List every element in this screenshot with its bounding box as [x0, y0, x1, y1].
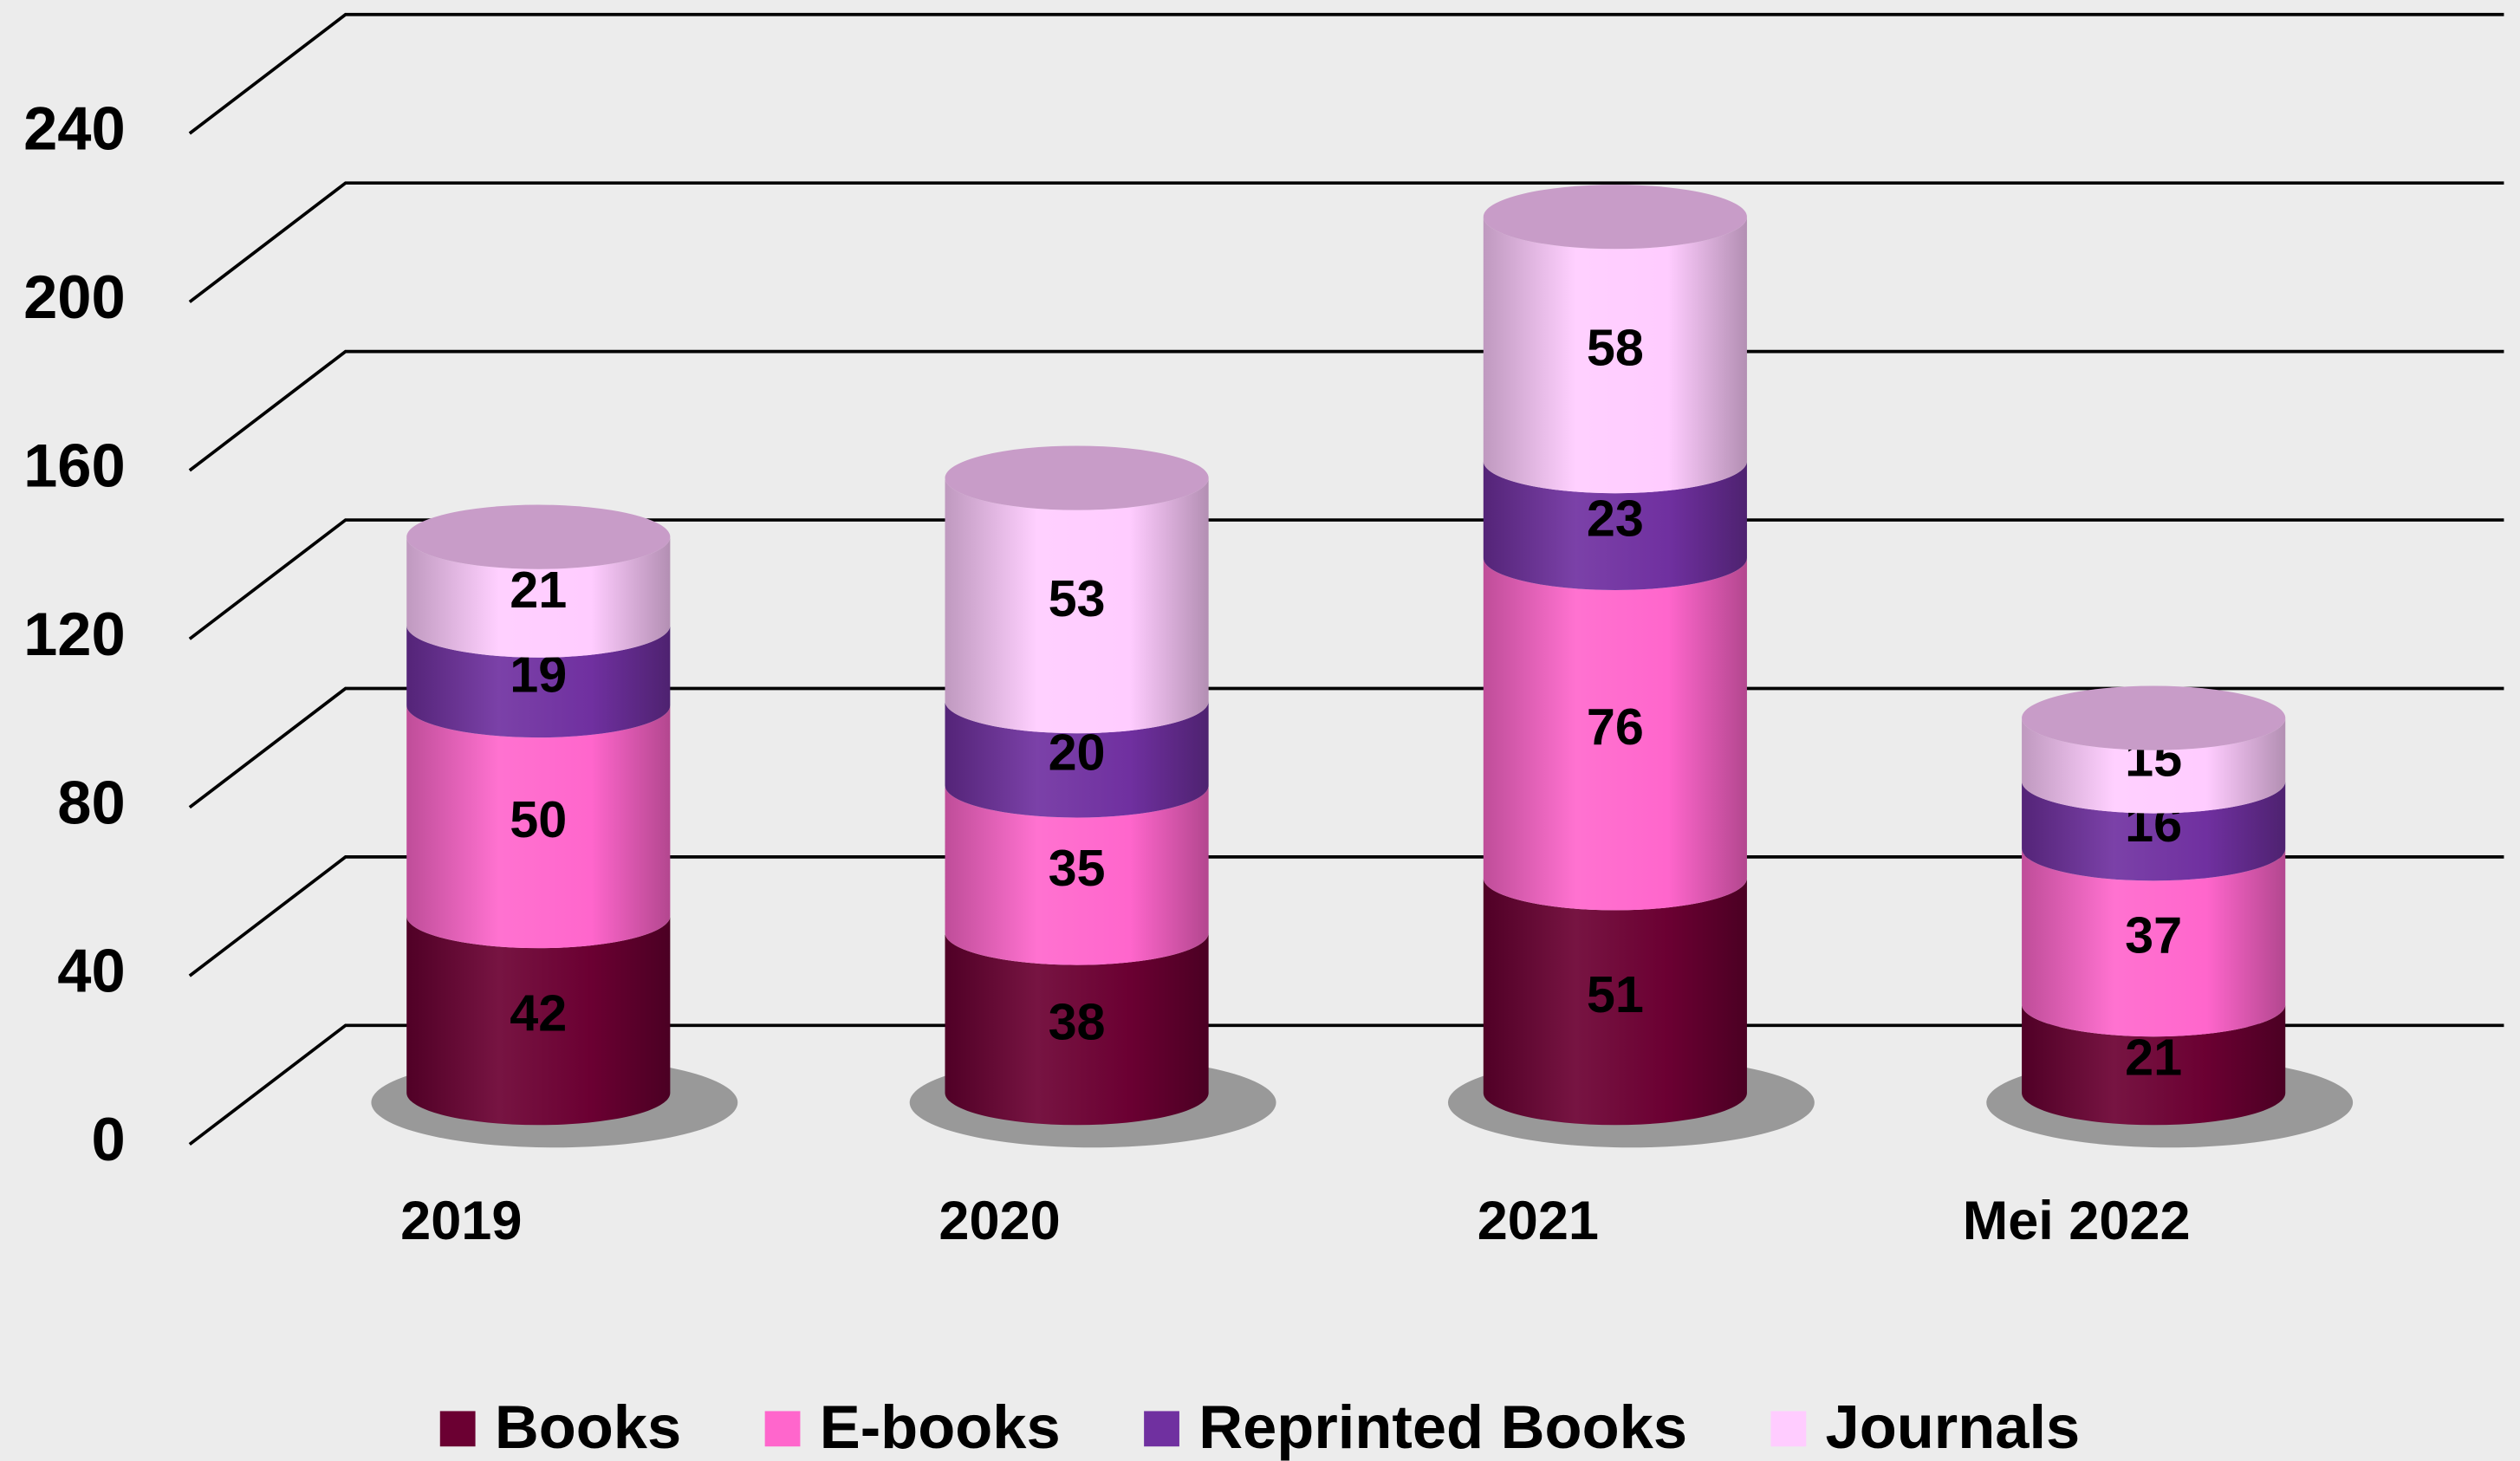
data-label: 21 [2125, 1029, 2182, 1087]
bar-segment [945, 932, 1209, 1126]
data-label: 38 [1049, 992, 1106, 1050]
grid-line [188, 518, 2504, 640]
legend-swatch [1144, 1411, 1179, 1447]
grid-line [188, 349, 2504, 472]
data-label: 53 [1049, 569, 1106, 627]
x-tick-label: 2020 [939, 1191, 1060, 1251]
bar-segment [945, 701, 1209, 818]
bar-segment [406, 705, 671, 949]
legend-item: Journals [1770, 1393, 2080, 1461]
bar-segment [2022, 1004, 2286, 1126]
legend-label: Reprinted Books [1198, 1393, 1687, 1461]
bar-segment [1483, 217, 1747, 494]
cylinder-top [2022, 685, 2286, 750]
y-tick-label: 240 [23, 94, 126, 163]
data-label: 58 [1587, 319, 1644, 377]
legend-label: E-books [820, 1393, 1061, 1461]
y-tick-label: 120 [23, 600, 126, 668]
legend-swatch [439, 1411, 476, 1447]
bar-segment [1483, 878, 1747, 1126]
y-tick-label: 80 [57, 768, 125, 836]
bar-segment [1483, 557, 1747, 911]
legend-item: Reprinted Books [1144, 1393, 1687, 1461]
bar-segment [406, 625, 671, 738]
cylinder-top [1483, 185, 1747, 250]
cylinder-top [945, 445, 1209, 510]
legend-item: Books [439, 1393, 681, 1461]
legend: Books E-books Reprinted Books Journals [439, 1393, 2080, 1461]
legend-label: Journals [1826, 1393, 2081, 1461]
bar-segment [2022, 781, 2286, 881]
legend-label: Books [495, 1393, 681, 1461]
grid: 0 40 80 120 160 200 240 [23, 12, 2504, 1173]
plot: 201942501921202038352053202151762358Mei … [371, 185, 2354, 1251]
y-tick-label: 40 [57, 937, 125, 1005]
bar-segment [2022, 848, 2286, 1037]
data-label: 42 [510, 984, 567, 1042]
legend-item: E-books [764, 1393, 1061, 1461]
bar-segment [945, 477, 1209, 734]
data-label: 35 [1049, 839, 1106, 897]
data-label: 76 [1587, 698, 1644, 756]
bar-segment [406, 916, 671, 1126]
data-label: 50 [510, 790, 567, 848]
grid-line [188, 1023, 2504, 1146]
y-tick-label: 160 [23, 431, 126, 499]
data-label: 51 [1587, 965, 1644, 1023]
data-label: 37 [2125, 906, 2182, 964]
y-tick-label: 200 [23, 263, 126, 331]
bar-segment [406, 536, 671, 658]
legend-swatch [764, 1411, 801, 1447]
x-tick-label: Mei 2022 [1963, 1191, 2191, 1251]
x-tick-label: 2019 [400, 1191, 522, 1251]
data-label: 23 [1587, 490, 1644, 548]
bar-segment [945, 785, 1209, 965]
cylinder-top [406, 504, 671, 569]
grid-line [188, 181, 2504, 303]
grid-line [188, 855, 2504, 977]
bar-segment [1483, 461, 1747, 591]
grid-line [188, 686, 2504, 809]
grid-line [188, 12, 2504, 135]
bar-segment [2022, 718, 2286, 814]
x-tick-label: 2021 [1478, 1191, 1599, 1251]
y-tick-label: 0 [91, 1105, 125, 1173]
data-label: 21 [510, 561, 567, 619]
legend-swatch [1770, 1411, 1807, 1447]
